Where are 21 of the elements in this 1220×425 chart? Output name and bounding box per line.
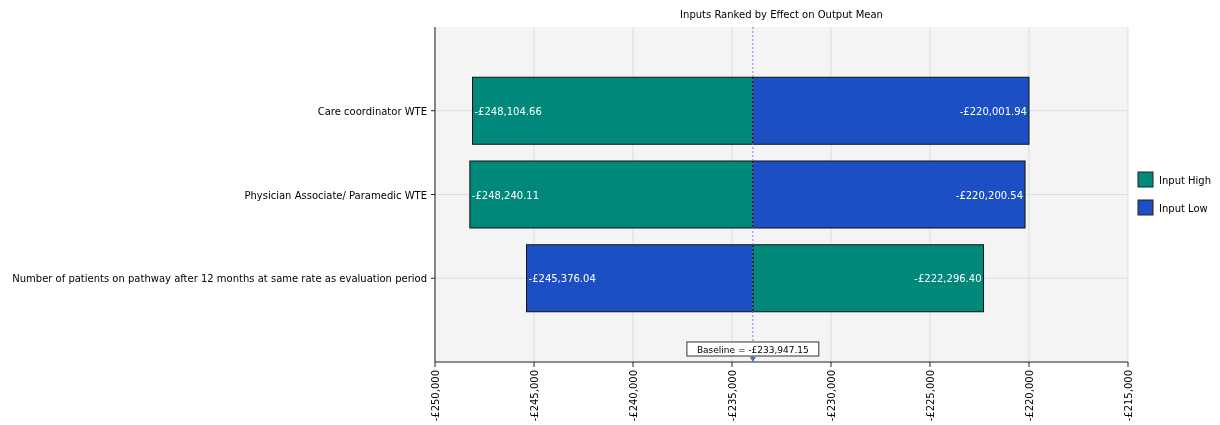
y-tick-label: Care coordinator WTE bbox=[317, 105, 427, 117]
x-tick-label: -£230,000 bbox=[826, 370, 837, 422]
data-label: -£248,240.11 bbox=[471, 189, 540, 201]
x-tick-label: -£220,000 bbox=[1024, 370, 1035, 422]
legend-label: Input High bbox=[1159, 175, 1212, 186]
data-label: -£222,296.40 bbox=[914, 273, 982, 285]
ref-line-label: Baseline = -£233,947.15 bbox=[696, 344, 809, 355]
x-tick-label: -£215,000 bbox=[1123, 370, 1134, 422]
x-tick-label: -£250,000 bbox=[430, 370, 441, 422]
y-tick-label: Number of patients on pathway after 12 months at same rate as evaluation period bbox=[12, 273, 427, 285]
data-label: -£220,001.94 bbox=[959, 105, 1027, 117]
x-tick-label: -£225,000 bbox=[925, 370, 936, 422]
chart-title: Inputs Ranked by Effect on Output Mean bbox=[680, 9, 883, 20]
y-tick-label: Physician Associate/ Paramedic WTE bbox=[244, 189, 427, 201]
legend-label: Input Low bbox=[1159, 203, 1208, 214]
data-label: -£220,200.54 bbox=[955, 189, 1024, 201]
data-label: -£245,376.04 bbox=[528, 273, 596, 285]
x-tick-label: -£245,000 bbox=[529, 370, 540, 422]
x-tick-label: -£235,000 bbox=[727, 370, 738, 422]
x-tick-label: -£240,000 bbox=[628, 370, 639, 422]
data-label: -£248,104.66 bbox=[474, 105, 542, 117]
